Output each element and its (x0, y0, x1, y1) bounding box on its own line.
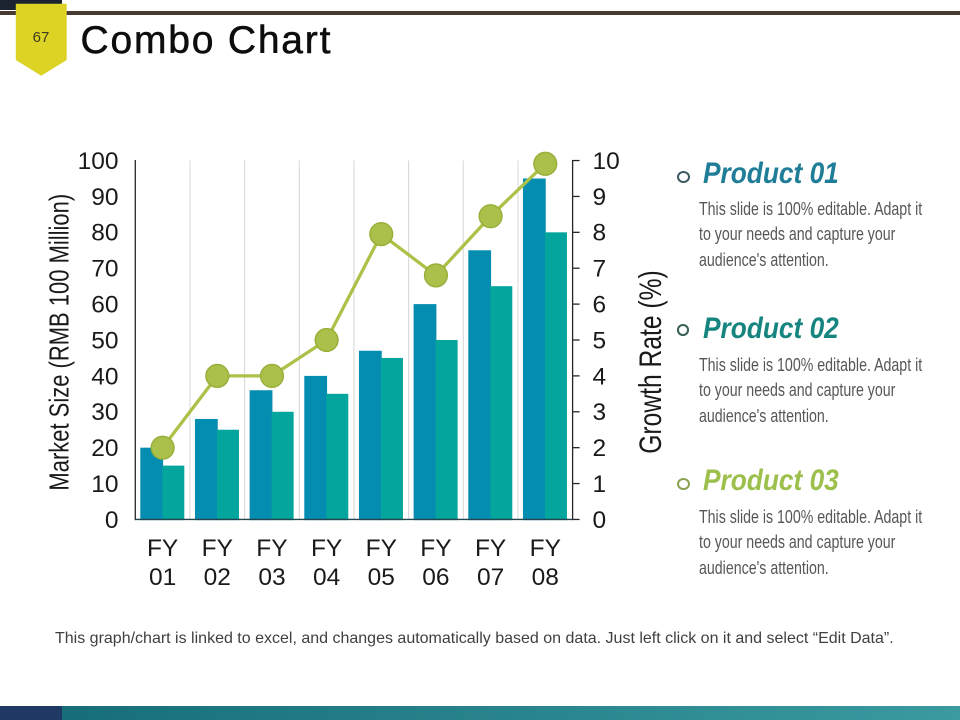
svg-text:02: 02 (204, 564, 231, 591)
svg-text:FY: FY (311, 535, 342, 562)
svg-text:50: 50 (91, 327, 118, 354)
svg-text:FY: FY (475, 535, 506, 562)
svg-text:5: 5 (593, 327, 607, 354)
svg-text:6: 6 (593, 292, 607, 319)
svg-text:8: 8 (593, 220, 607, 247)
svg-text:40: 40 (91, 363, 118, 390)
svg-text:80: 80 (91, 220, 118, 247)
svg-text:Growth Rate (%): Growth Rate (%) (633, 270, 669, 453)
svg-text:06: 06 (422, 564, 449, 591)
svg-text:0: 0 (593, 507, 607, 534)
svg-text:0: 0 (105, 507, 119, 534)
svg-text:67: 67 (33, 29, 50, 46)
svg-text:03: 03 (258, 564, 285, 591)
svg-text:FY: FY (202, 535, 233, 562)
svg-text:9: 9 (593, 184, 607, 211)
svg-text:100: 100 (78, 148, 119, 175)
svg-text:10: 10 (91, 471, 118, 498)
svg-text:FY: FY (366, 535, 397, 562)
svg-text:Market Size (RMB 100 Million): Market Size (RMB 100 Million) (44, 194, 75, 491)
svg-text:01: 01 (149, 564, 176, 591)
svg-text:10: 10 (593, 148, 620, 175)
svg-text:05: 05 (368, 564, 395, 591)
svg-text:04: 04 (313, 564, 340, 591)
svg-text:3: 3 (593, 399, 607, 426)
svg-text:2: 2 (593, 435, 607, 462)
svg-text:08: 08 (532, 564, 559, 591)
svg-text:7: 7 (593, 256, 607, 283)
svg-text:FY: FY (147, 535, 178, 562)
svg-text:FY: FY (530, 535, 561, 562)
svg-text:1: 1 (593, 471, 607, 498)
svg-text:20: 20 (91, 435, 118, 462)
svg-text:70: 70 (91, 256, 118, 283)
svg-text:60: 60 (91, 292, 118, 319)
svg-text:07: 07 (477, 564, 504, 591)
svg-text:4: 4 (593, 363, 607, 390)
svg-text:30: 30 (91, 399, 118, 426)
svg-text:90: 90 (91, 184, 118, 211)
svg-text:FY: FY (256, 535, 287, 562)
svg-text:FY: FY (420, 535, 451, 562)
